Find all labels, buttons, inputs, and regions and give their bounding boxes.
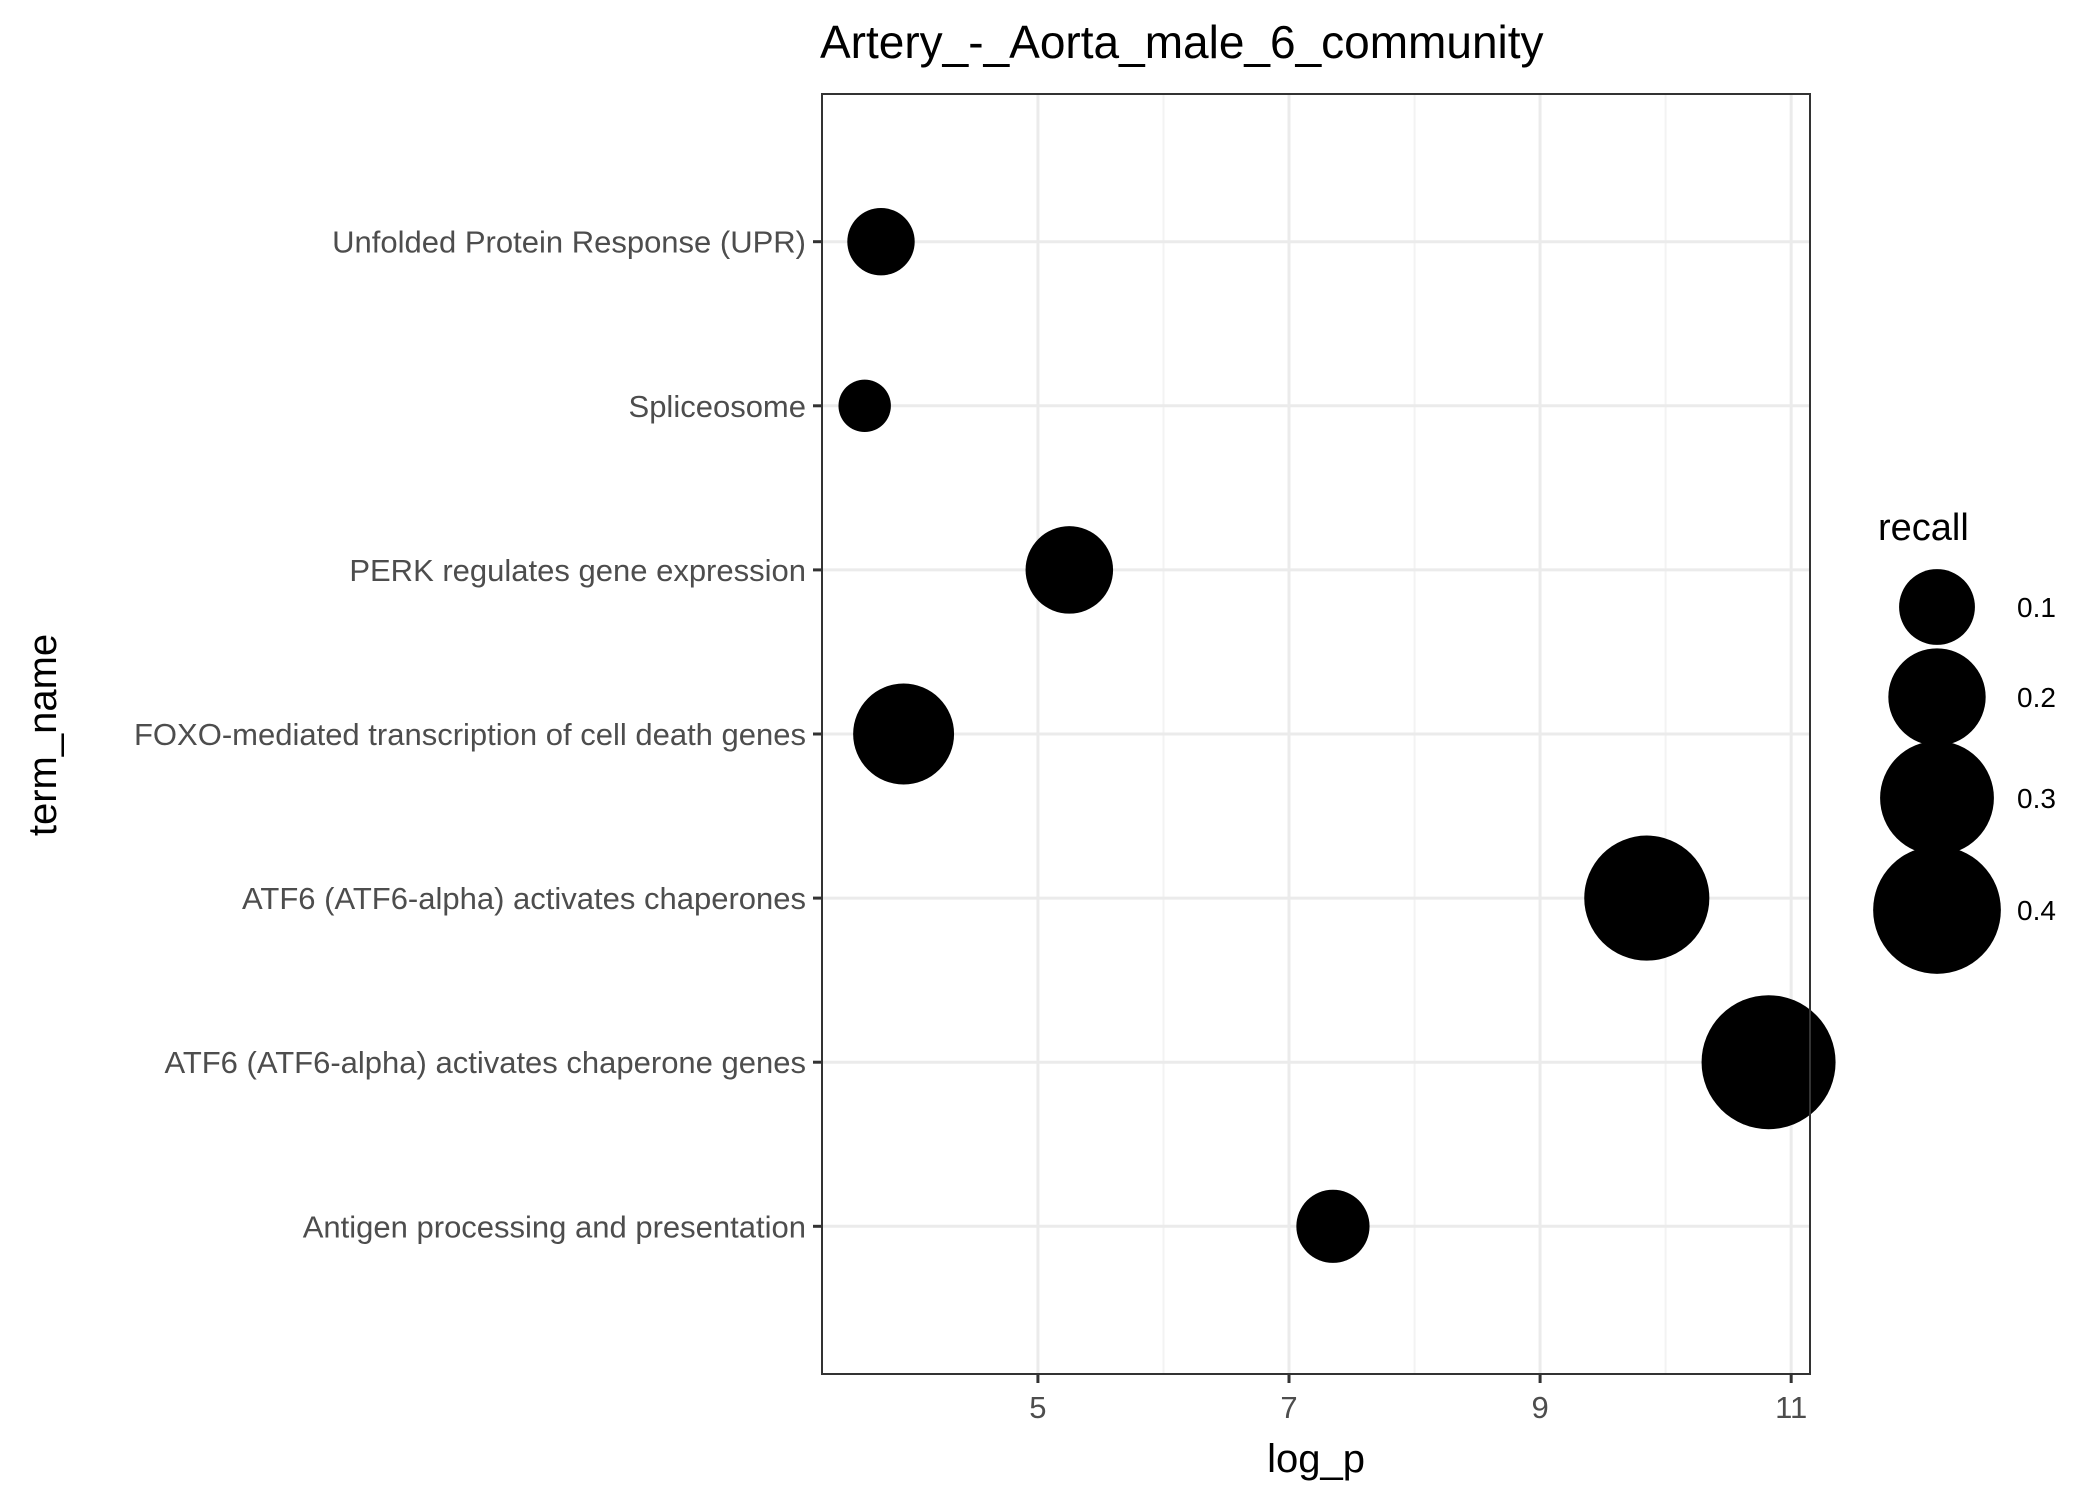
- legend-key-label: 0.1: [2017, 592, 2056, 623]
- y-tick-label: ATF6 (ATF6-alpha) activates chaperone ge…: [164, 1045, 806, 1080]
- y-tick-label: Unfolded Protein Response (UPR): [332, 225, 806, 260]
- data-point: [847, 207, 915, 276]
- legend-key-label: 0.2: [2017, 682, 2056, 713]
- y-axis: Unfolded Protein Response (UPR) Spliceoso…: [134, 225, 822, 1244]
- data-point: [1296, 1189, 1370, 1263]
- x-tick-label: 5: [1029, 1390, 1046, 1425]
- data-point: [853, 683, 955, 785]
- y-axis-title: term_name: [21, 634, 65, 836]
- x-tick-label: 9: [1531, 1390, 1548, 1425]
- legend-key-circle: [1899, 569, 1975, 645]
- legend-key-circle: [1873, 846, 2001, 974]
- legend-key-circle: [1888, 648, 1986, 746]
- x-axis-title: log_p: [1267, 1437, 1365, 1481]
- size-legend: recall 0.1 0.2 0.3 0.4: [1873, 507, 2056, 974]
- data-point: [838, 379, 891, 432]
- y-tick-label: FOXO-mediated transcription of cell deat…: [134, 717, 806, 752]
- legend-key-label: 0.4: [2017, 895, 2056, 926]
- y-tick-label: PERK regulates gene expression: [349, 553, 806, 588]
- chart-title: Artery_-_Aorta_male_6_community: [820, 16, 1544, 68]
- legend-title: recall: [1878, 507, 1969, 549]
- x-tick-label: 11: [1775, 1390, 1807, 1425]
- data-point: [1701, 995, 1836, 1130]
- grid-lines: [822, 94, 1810, 1374]
- x-axis: 5 7 9 11: [1029, 1374, 1807, 1425]
- y-tick-label: Antigen processing and presentation: [303, 1209, 806, 1244]
- y-tick-label: ATF6 (ATF6-alpha) activates chaperones: [242, 881, 806, 916]
- data-points: [838, 207, 1836, 1263]
- legend-key-circle: [1880, 741, 1994, 855]
- data-point: [1025, 526, 1114, 614]
- x-tick-label: 7: [1280, 1390, 1297, 1425]
- data-point: [1584, 835, 1710, 961]
- y-tick-label: Spliceosome: [629, 389, 806, 424]
- legend-key-label: 0.3: [2017, 783, 2056, 814]
